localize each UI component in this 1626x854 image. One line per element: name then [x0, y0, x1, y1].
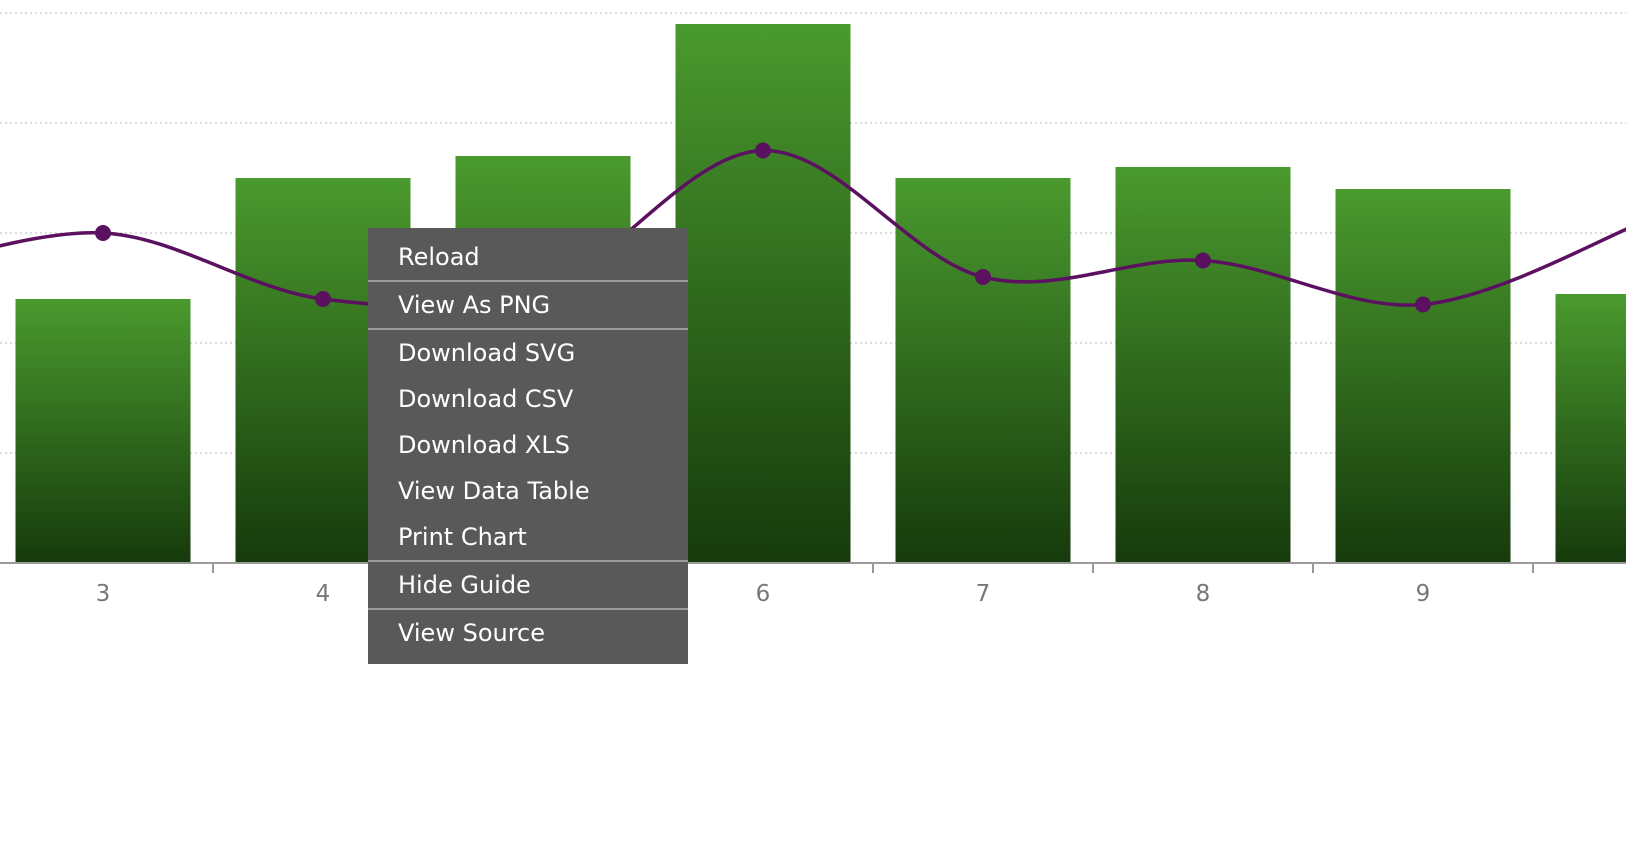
- bar[interactable]: [895, 178, 1071, 563]
- menu-separator: [368, 608, 688, 610]
- x-axis-labels: 3456789: [96, 581, 1431, 607]
- menu-item-download-xls[interactable]: Download XLS: [398, 431, 570, 459]
- x-tick-label: 4: [316, 581, 331, 607]
- menu-separator: [368, 280, 688, 282]
- menu-item-print-chart[interactable]: Print Chart: [398, 523, 527, 551]
- line-point[interactable]: [95, 225, 111, 241]
- x-tick-label: 8: [1196, 581, 1211, 607]
- bar[interactable]: [1335, 189, 1511, 563]
- bar-series: [15, 24, 1626, 563]
- menu-item-view-as-png[interactable]: View As PNG: [398, 291, 551, 319]
- menu-item-hide-guide[interactable]: Hide Guide: [398, 571, 531, 599]
- x-axis: [0, 562, 1626, 573]
- x-tick-label: 7: [976, 581, 991, 607]
- bar[interactable]: [675, 24, 851, 563]
- menu-item-download-csv[interactable]: Download CSV: [398, 385, 574, 413]
- line-point[interactable]: [1195, 252, 1211, 269]
- x-tick-label: 9: [1416, 581, 1431, 607]
- bar[interactable]: [1115, 167, 1291, 563]
- menu-item-reload[interactable]: Reload: [398, 243, 480, 271]
- menu-item-view-data-table[interactable]: View Data Table: [398, 477, 590, 505]
- line-point[interactable]: [1415, 296, 1431, 313]
- menu-separator: [368, 560, 688, 562]
- line-point[interactable]: [315, 291, 331, 307]
- chart-context-menu: Reload View As PNG Download SVG Download…: [368, 228, 688, 664]
- line-point[interactable]: [755, 142, 771, 159]
- bar[interactable]: [15, 299, 191, 563]
- menu-separator: [368, 328, 688, 330]
- bar[interactable]: [1555, 294, 1626, 563]
- x-tick-label: 6: [756, 581, 771, 607]
- line-point[interactable]: [975, 269, 991, 285]
- x-tick-label: 3: [96, 581, 111, 607]
- menu-item-download-svg[interactable]: Download SVG: [398, 339, 576, 367]
- menu-item-view-source[interactable]: View Source: [398, 619, 546, 647]
